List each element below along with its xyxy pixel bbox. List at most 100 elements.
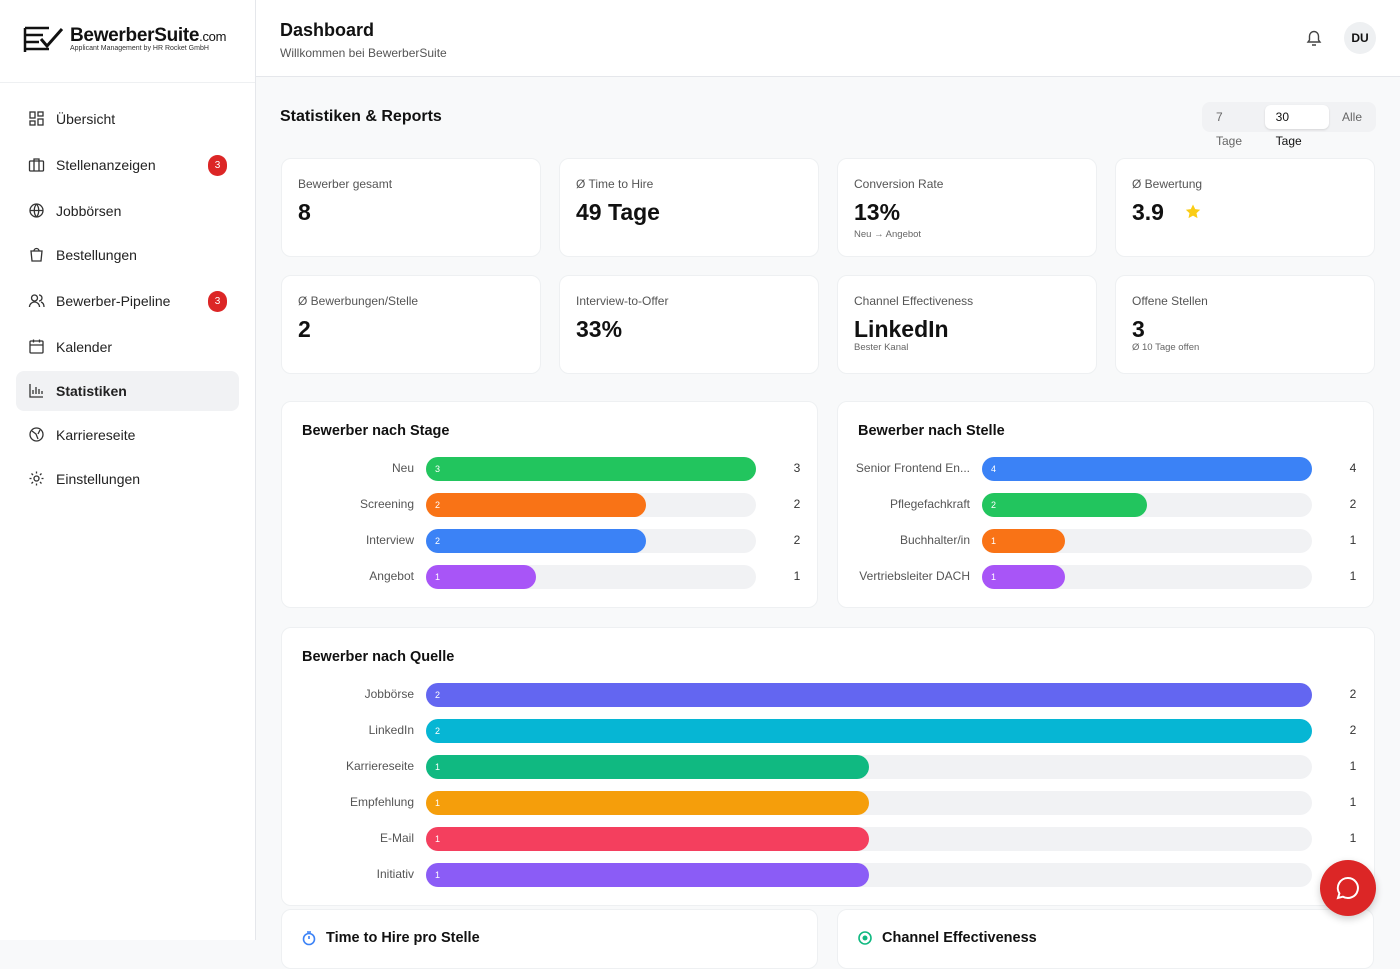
nav-label: Übersicht [56,111,116,127]
divider [0,82,255,83]
bar-track: 2 [426,683,1312,707]
panel-title: Bewerber nach Stelle [858,423,1005,439]
range-tab[interactable]: Alle [1341,110,1362,124]
bar-label: Screening [359,497,414,511]
nav-icon [29,384,43,398]
chart-panel: Time to Hire pro Stelle [281,909,818,969]
bar: 3 [426,457,756,481]
range-tab[interactable]: 30 Tage [1264,105,1329,148]
bar-track: 1 [426,565,756,589]
bar-label: Empfehlung [349,795,414,809]
nav-badge: 3 [208,291,227,312]
bar-track: 2 [426,719,1312,743]
bar-label: Jobbörse [364,687,414,701]
bar: 1 [982,565,1065,589]
bar-value: 2 [1349,497,1357,511]
chart-panel: Bewerber nach Quelle Jobbörse 2 2 LinkedIn 2 2… [281,627,1375,906]
bar-inner-label: 2 [991,500,997,510]
logo-icon [23,26,64,52]
panel-title: Time to Hire pro Stelle [326,930,480,946]
kpi-label: Ø Time to Hire [576,177,654,191]
panel-title: Bewerber nach Stage [302,423,450,439]
bar-inner-label: 3 [435,464,441,474]
kpi-value: 3.9 [1132,199,1201,226]
nav-icon [28,158,45,172]
bar-track: 4 [982,457,1312,481]
nav-icon [29,203,44,218]
bar: 4 [982,457,1312,481]
kpi-card: Bewerber gesamt 8 [281,158,541,257]
bar: 1 [426,827,869,851]
chat-button[interactable] [1320,860,1376,916]
nav-item[interactable]: Statistiken [16,371,239,411]
bar: 1 [426,755,869,779]
kpi-value: 33% [576,316,623,342]
bar-label: Karriereseite [345,759,414,773]
kpi-label: Interview-to-Offer [576,294,669,308]
kpi-note: Bester Kanal [854,342,909,353]
nav-label: Stellenanzeigen [56,157,156,173]
bar: 1 [426,791,869,815]
nav-item[interactable]: Einstellungen [16,459,239,499]
range-tab[interactable]: 7 Tage [1216,110,1243,148]
bar-value: 2 [1349,723,1357,737]
bar-value: 2 [793,497,801,511]
bar: 1 [426,863,869,887]
kpi-card: Channel Effectiveness LinkedIn Bester Kana… [837,275,1097,374]
nav-label: Karriereseite [56,427,136,443]
page-title: Dashboard [280,20,375,40]
kpi-value: 49 Tage [576,199,660,225]
bar-inner-label: 1 [435,834,441,844]
kpi-card: Ø Time to Hire 49 Tage [559,158,819,257]
logo-suffix: .com [199,29,227,44]
nav-item[interactable]: Stellenanzeigen 3 [16,145,239,185]
nav-label: Statistiken [56,383,127,399]
kpi-card: Ø Bewerbungen/Stelle 2 [281,275,541,374]
bar-inner-label: 1 [435,762,441,772]
kpi-card: Ø Bewertung 3.9 [1115,158,1375,257]
range-tabs: 7 Tage 30 Tage Alle [1202,102,1376,148]
nav-icon [29,339,44,354]
bar-value: 3 [793,461,801,475]
bar-value: 1 [793,569,801,583]
kpi-note: Ø 10 Tage offen [1132,342,1200,353]
kpi-label: Ø Bewerbungen/Stelle [298,294,419,308]
nav-badge: 3 [208,155,227,176]
bar-label: Senior Frontend En... [855,461,970,475]
kpi-value: 2 [298,316,311,342]
bar: 1 [426,565,536,589]
nav-item[interactable]: Karriereseite [16,415,239,455]
kpi-value: 3 [1132,316,1145,342]
avatar[interactable]: DU [1344,22,1376,54]
logo-tagline: Applicant Management by HR Rocket GmbH [70,45,209,52]
nav-item[interactable]: Übersicht [16,99,239,139]
nav-item[interactable]: Bestellungen [16,235,239,275]
kpi-value: LinkedIn [854,316,949,342]
nav-item[interactable]: Kalender [16,327,239,367]
bar-label: LinkedIn [368,723,414,737]
bell-icon[interactable] [1304,28,1324,48]
bar-label: Buchhalter/in [899,533,970,547]
bar-inner-label: 4 [991,464,997,474]
bar-inner-label: 1 [991,536,997,546]
bar-inner-label: 2 [435,690,441,700]
bar-label: Initiativ [376,867,414,881]
kpi-label: Offene Stellen [1132,294,1208,308]
kpi-card: Interview-to-Offer 33% [559,275,819,374]
nav-item[interactable]: Bewerber-Pipeline 3 [16,281,239,321]
panel-title: Channel Effectiveness [882,930,1037,946]
bar-track: 1 [982,529,1312,553]
bar-track: 1 [426,791,1312,815]
bar-value: 2 [1349,687,1357,701]
bar-track: 3 [426,457,756,481]
nav-label: Jobbörsen [56,203,122,219]
nav-label: Bestellungen [56,247,137,263]
kpi-card: Offene Stellen 3 Ø 10 Tage offen [1115,275,1375,374]
bar-inner-label: 2 [435,536,441,546]
nav-item[interactable]: Jobbörsen [16,191,239,231]
nav-icon [29,471,44,486]
nav-icon [28,294,45,308]
section-title: Statistiken & Reports [280,108,442,125]
bar-inner-label: 2 [435,500,441,510]
